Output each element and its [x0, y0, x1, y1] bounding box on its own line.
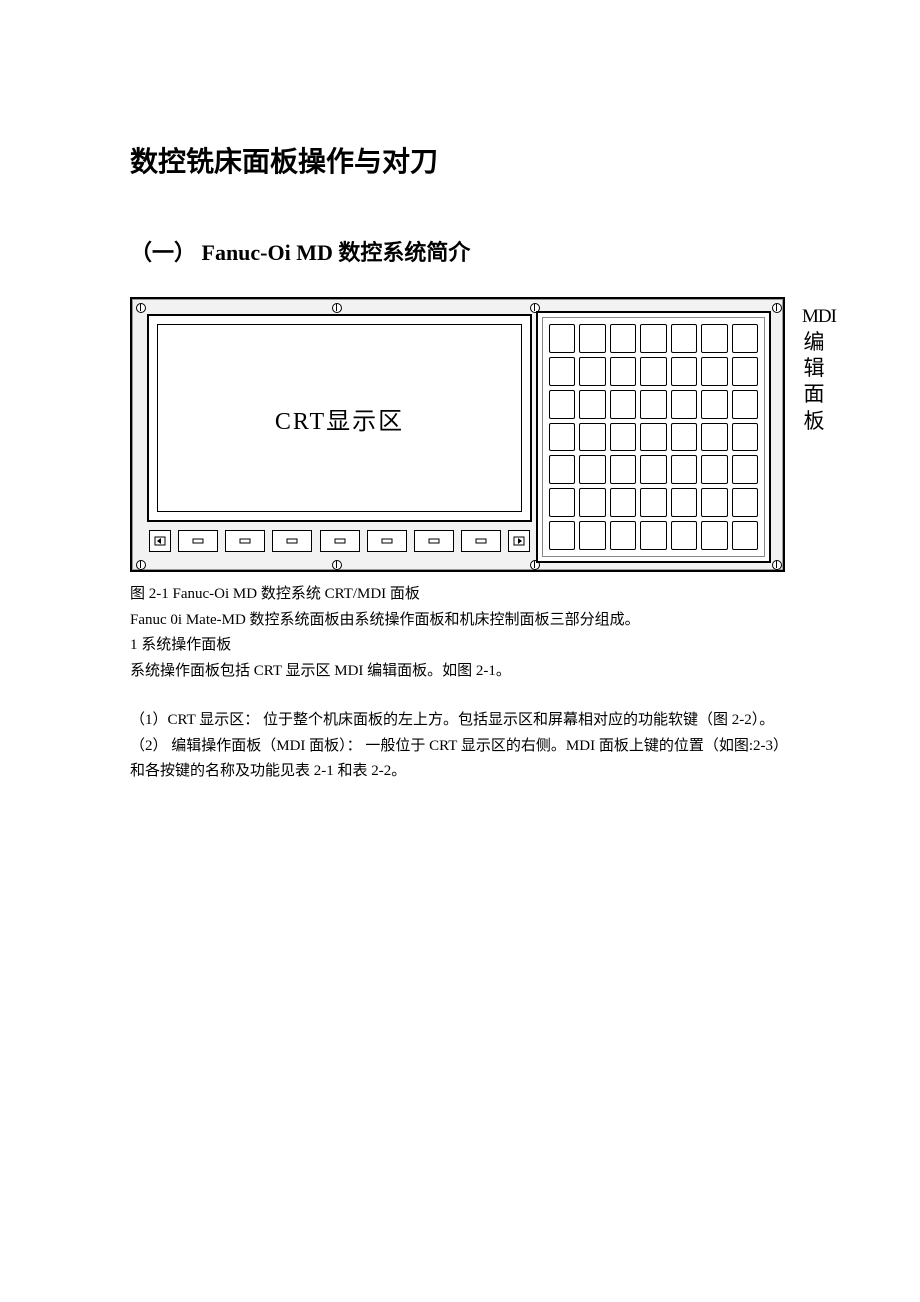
mdi-key: [671, 390, 697, 419]
paragraph-group-2: （1）CRT 显示区： 位于整个机床面板的左上方。包括显示区和屏幕相对应的功能软…: [130, 708, 790, 785]
screw-icon: [136, 303, 146, 313]
softkey-right-arrow: [508, 530, 530, 552]
mdi-key: [701, 324, 727, 353]
mdi-key: [549, 488, 575, 517]
paragraph-1: Fanuc 0i Mate-MD 数控系统面板由系统操作面板和机床控制面板三部分…: [130, 608, 790, 634]
mdi-key: [732, 488, 758, 517]
mdi-key: [610, 423, 636, 452]
mdi-key: [640, 357, 666, 386]
mdi-key: [549, 357, 575, 386]
mdi-label-line5: 板: [802, 408, 826, 434]
softkey-1: [178, 530, 218, 552]
mdi-label-line4: 面: [802, 381, 826, 407]
crt-label: CRT显示区: [275, 401, 404, 436]
softkey-5: [367, 530, 407, 552]
screw-icon: [772, 303, 782, 313]
screw-icon: [772, 560, 782, 570]
mdi-key: [671, 521, 697, 550]
softkey-row: [147, 530, 532, 552]
mdi-key: [610, 455, 636, 484]
softkey-7: [461, 530, 501, 552]
mdi-key: [701, 455, 727, 484]
mdi-key: [640, 455, 666, 484]
mdi-key: [732, 455, 758, 484]
mdi-key: [549, 423, 575, 452]
mdi-key: [549, 455, 575, 484]
mdi-key: [549, 521, 575, 550]
mdi-key: [701, 423, 727, 452]
mdi-key: [640, 390, 666, 419]
crt-display-area: CRT显示区: [157, 324, 522, 512]
mdi-key: [579, 455, 605, 484]
softkey-3: [272, 530, 312, 552]
mdi-label: MDI 编 辑 面 板: [802, 305, 826, 434]
panel-frame: CRT显示区: [130, 297, 785, 572]
mdi-key: [579, 488, 605, 517]
mdi-key: [732, 521, 758, 550]
softkey-4: [320, 530, 360, 552]
mdi-key: [640, 423, 666, 452]
figure-caption: 图 2-1 Fanuc-Oi MD 数控系统 CRT/MDI 面板: [130, 582, 790, 608]
mdi-key: [701, 357, 727, 386]
mdi-inner-border: [542, 317, 765, 557]
paragraph-5: （2） 编辑操作面板（MDI 面板）： 一般位于 CRT 显示区的右侧。MDI …: [130, 734, 790, 785]
mdi-key: [579, 357, 605, 386]
mdi-key: [610, 488, 636, 517]
crt-outer-frame: CRT显示区: [147, 314, 532, 522]
mdi-key: [579, 390, 605, 419]
paragraph-3: 系统操作面板包括 CRT 显示区 MDI 编辑面板。如图 2-1。: [130, 659, 790, 685]
mdi-key: [610, 521, 636, 550]
mdi-key: [579, 423, 605, 452]
mdi-key: [732, 390, 758, 419]
softkey-6: [414, 530, 454, 552]
mdi-key: [579, 521, 605, 550]
mdi-key: [671, 455, 697, 484]
softkey-2: [225, 530, 265, 552]
softkey-left-arrow: [149, 530, 171, 552]
mdi-label-line2: 编: [802, 329, 826, 355]
screw-icon: [136, 560, 146, 570]
crt-section: CRT显示区: [147, 314, 532, 559]
mdi-key: [549, 324, 575, 353]
mdi-key: [701, 390, 727, 419]
screw-icon: [332, 560, 342, 570]
mdi-label-line1: MDI: [802, 305, 826, 329]
mdi-section: [536, 311, 771, 563]
mdi-key: [732, 423, 758, 452]
mdi-key: [610, 324, 636, 353]
mdi-key: [610, 357, 636, 386]
mdi-key: [671, 324, 697, 353]
mdi-key: [732, 357, 758, 386]
mdi-label-line3: 辑: [802, 355, 826, 381]
mdi-key: [671, 488, 697, 517]
diagram-container: CRT显示区: [130, 297, 790, 572]
mdi-key: [549, 390, 575, 419]
mdi-key: [732, 324, 758, 353]
paragraph-4: （1）CRT 显示区： 位于整个机床面板的左上方。包括显示区和屏幕相对应的功能软…: [130, 708, 790, 734]
mdi-key: [640, 324, 666, 353]
paragraph-2: 1 系统操作面板: [130, 633, 790, 659]
mdi-key: [640, 488, 666, 517]
main-title: 数控铣床面板操作与对刀: [130, 140, 790, 180]
mdi-key: [640, 521, 666, 550]
mdi-key: [671, 357, 697, 386]
mdi-key: [701, 521, 727, 550]
section-title: （一） Fanuc-Oi MD 数控系统简介: [130, 235, 790, 267]
mdi-key: [701, 488, 727, 517]
mdi-key: [671, 423, 697, 452]
mdi-key-grid: [549, 324, 758, 550]
screw-icon: [332, 303, 342, 313]
mdi-key: [610, 390, 636, 419]
mdi-key: [579, 324, 605, 353]
